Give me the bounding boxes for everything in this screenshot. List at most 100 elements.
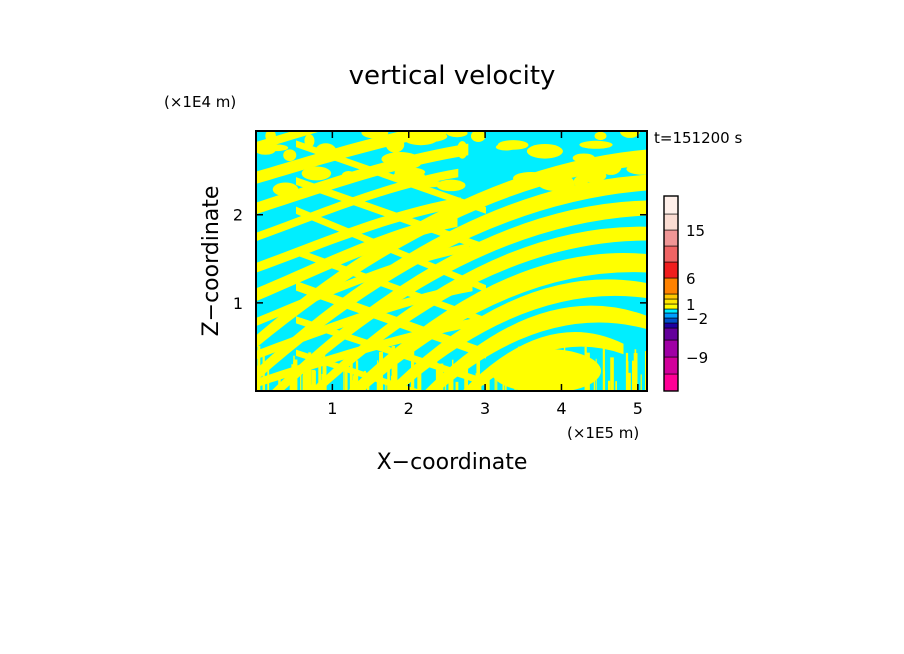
field-stripe: [464, 363, 469, 391]
x-tick-label: 4: [556, 399, 566, 418]
colorbar-level: [663, 356, 679, 375]
field-stripe: [444, 382, 447, 391]
field-stripe: [478, 376, 482, 391]
field-stripe: [322, 353, 326, 391]
field-stripe: [602, 347, 605, 391]
field-cell: [446, 131, 468, 138]
field-cell: [265, 131, 276, 143]
x-tick-label: 3: [480, 399, 490, 418]
field-stripe: [350, 378, 353, 391]
field-stripe: [262, 353, 265, 391]
colorbar-level: [663, 245, 679, 263]
field-band: [424, 305, 647, 391]
field-cell: [557, 181, 575, 188]
field-band: [296, 140, 486, 214]
colorbar-level: [663, 261, 679, 279]
field-stripe: [312, 379, 315, 391]
time-label: t=151200 s: [654, 129, 742, 147]
y-tick-label: 2: [233, 206, 243, 225]
x-tick-label: 5: [633, 399, 643, 418]
field-stripe: [603, 371, 606, 391]
field-stripe: [343, 369, 345, 391]
field-stripe: [349, 356, 353, 391]
field-stripe: [306, 371, 310, 391]
field-band: [296, 248, 486, 325]
field-cell: [403, 131, 439, 146]
field-cell: [264, 144, 289, 152]
field-stripe: [615, 381, 617, 391]
field-stripe: [394, 358, 398, 391]
field-cell: [283, 149, 297, 162]
field-stripe: [437, 374, 442, 391]
field-cell: [436, 179, 466, 192]
colorbar-level: [663, 308, 679, 314]
field-stripe: [494, 369, 496, 391]
field-stripe: [304, 369, 308, 391]
field-band: [256, 168, 459, 242]
field-cell: [314, 143, 337, 161]
field-stripe: [308, 352, 312, 391]
colorbar-level: [663, 298, 679, 305]
colorbar-level: [663, 195, 679, 215]
colorbar-level: [663, 229, 679, 247]
field-stripe: [263, 377, 265, 391]
field-stripe: [417, 369, 422, 391]
field-stripe: [366, 384, 370, 391]
field-stripe: [257, 376, 260, 391]
colorbar-label: 1: [686, 296, 696, 314]
field-cell: [308, 167, 324, 176]
field-stripe: [411, 350, 415, 391]
field-cell: [572, 153, 595, 163]
colorbar-level: [663, 312, 679, 319]
field-stripe: [450, 367, 453, 391]
field-stripe: [385, 383, 387, 391]
field-stripe: [632, 360, 635, 391]
field-stripe: [344, 362, 348, 391]
field-stripe: [452, 359, 454, 391]
field-stripe: [377, 360, 379, 391]
field-cell: [457, 141, 468, 159]
field-cell: [304, 134, 315, 148]
field-stripe: [475, 373, 479, 391]
y-axis-title: Z−coordinate: [199, 186, 224, 337]
field-stripe: [324, 358, 327, 391]
colorbar-level: [663, 322, 679, 329]
colorbar-frame: [663, 195, 679, 392]
field-stripe: [293, 359, 298, 391]
field-stripe: [611, 363, 614, 391]
field-cell: [272, 182, 299, 197]
colorbar-level: [663, 303, 679, 310]
field-cell: [491, 349, 601, 391]
field-stripe: [318, 348, 322, 391]
field-stripe: [267, 363, 270, 391]
field-stripe: [314, 370, 316, 391]
field-stripe: [627, 372, 631, 391]
field-cell: [381, 152, 420, 166]
plot-frame: [255, 130, 648, 392]
colorbar: −9 −21 6 15: [663, 195, 708, 392]
colorbar-level: [663, 317, 679, 324]
field-cell: [385, 137, 405, 153]
field-stripe: [634, 349, 637, 391]
field-stripe: [644, 351, 647, 391]
field-stripe: [363, 370, 366, 391]
field-stripe: [292, 365, 294, 391]
field-stripe: [325, 382, 327, 391]
field-stripe: [627, 384, 630, 391]
field-stripe: [293, 355, 295, 391]
field-bands: [256, 131, 647, 391]
field-cell: [497, 140, 529, 150]
field-stripe: [388, 380, 392, 391]
field-cell: [573, 175, 588, 188]
field-cell: [393, 170, 425, 183]
colorbar-label: 15: [686, 222, 705, 240]
field-stripe: [448, 375, 452, 391]
field-stripe: [351, 380, 354, 391]
field-cell: [361, 131, 389, 139]
field-stripe: [278, 374, 281, 391]
field-stripe: [302, 372, 306, 391]
field-cell: [594, 131, 607, 141]
chart-title: vertical velocity: [349, 61, 556, 91]
field-stripe: [379, 351, 383, 391]
